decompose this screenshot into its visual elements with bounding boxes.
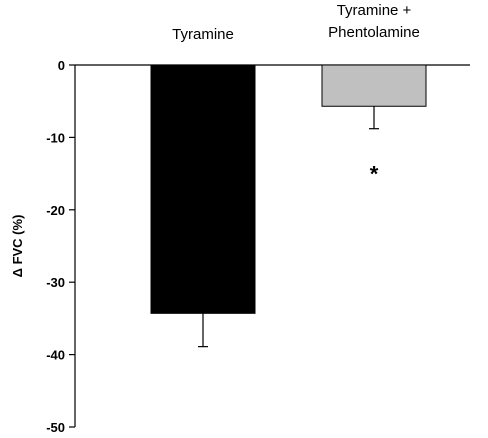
category-label: Tyramine + <box>337 2 412 19</box>
error-bars <box>198 106 379 348</box>
y-tick-label: -50 <box>46 420 65 435</box>
y-tick-label: 0 <box>58 58 65 73</box>
significance-marker: * <box>370 162 379 187</box>
y-tick-label: -10 <box>46 130 65 145</box>
y-tick-label: -30 <box>46 275 65 290</box>
category-labels: Tyramine Tyramine + Phentolamine <box>172 2 420 43</box>
bar-tyramine-phentolamine <box>321 64 427 107</box>
bar-tyramine <box>150 64 256 314</box>
category-label: Tyramine <box>172 26 234 43</box>
y-tick-label: -20 <box>46 203 65 218</box>
y-ticks: 0 -10 -20 -30 -40 -50 <box>46 58 75 435</box>
category-label: Phentolamine <box>328 24 420 41</box>
bars <box>150 64 427 314</box>
annotations: * <box>370 162 379 187</box>
y-axis-label: Δ FVC (%) <box>10 215 25 278</box>
y-tick-label: -40 <box>46 348 65 363</box>
